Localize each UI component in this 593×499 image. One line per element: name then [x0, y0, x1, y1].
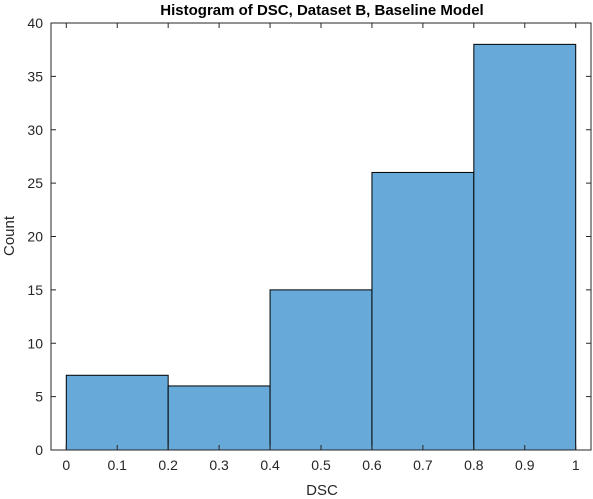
- plot-area: 0 0.1 0.2 0.3 0.4 0.5 0.6 0.7 0.8 0.9 105101520253…: [27, 15, 592, 473]
- x-tick-label: 0.1: [107, 457, 127, 473]
- histogram-bar: [65, 374, 169, 451]
- histogram-bar: [371, 171, 475, 451]
- x-tick-label: 0.5: [311, 457, 331, 473]
- x-tick-label: 0.2: [158, 457, 178, 473]
- x-tick-label: 0: [62, 457, 70, 473]
- histogram-bar: [269, 289, 373, 451]
- x-axis-label: DSC: [306, 482, 338, 499]
- x-tick-label: 0.9: [515, 457, 535, 473]
- x-tick-label: 0.8: [464, 457, 484, 473]
- x-tick-label: 1: [572, 457, 580, 473]
- y-tick-label: 30: [27, 122, 43, 138]
- x-tick-label: 0.4: [260, 457, 280, 473]
- y-tick-label: 40: [27, 15, 43, 31]
- y-tick-label: 15: [27, 282, 43, 298]
- y-tick-label: 10: [27, 335, 43, 351]
- y-tick-label: 35: [27, 68, 43, 84]
- y-tick-label: 20: [27, 229, 43, 245]
- histogram-bar: [167, 385, 271, 451]
- y-axis-label: Count: [1, 215, 18, 256]
- chart-title: Histogram of DSC, Dataset B, Baseline Mo…: [160, 2, 483, 19]
- x-tick-label: 0.3: [209, 457, 229, 473]
- x-tick-label: 0.7: [413, 457, 433, 473]
- histogram-bar: [473, 43, 577, 451]
- y-tick-label: 25: [27, 175, 43, 191]
- y-tick-label: 5: [35, 389, 43, 405]
- x-tick-label: 0.6: [362, 457, 382, 473]
- y-tick-label: 0: [35, 442, 43, 458]
